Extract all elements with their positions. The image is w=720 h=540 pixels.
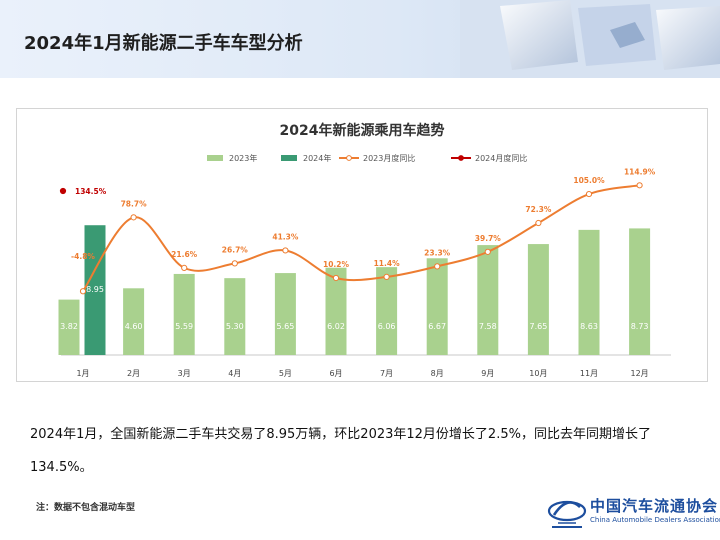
pct-label: 78.7% <box>121 199 148 208</box>
bar-2023 <box>224 278 246 355</box>
line-2023-yoy <box>82 184 640 292</box>
bar-2023 <box>578 229 600 355</box>
pct-label: 23.3% <box>424 248 451 257</box>
line-2023-point <box>484 248 491 255</box>
bar-2023 <box>629 228 651 355</box>
bar-2023 <box>477 245 499 355</box>
bar-2023 <box>527 244 549 355</box>
logo-name-cn: 中国汽车流通协会 <box>590 497 719 515</box>
line-2023-point <box>130 214 137 221</box>
line-2023-point <box>181 264 188 271</box>
legend-label: 2024月度同比 <box>475 153 527 163</box>
footnote: 注：数据不包含混动车型 <box>36 503 136 513</box>
bar-2023 <box>58 299 80 355</box>
bar-2024 <box>84 225 106 355</box>
x-tick-label: 3月 <box>178 369 191 378</box>
bar-value-label: 8.63 <box>580 322 598 331</box>
bar-2023 <box>426 258 448 355</box>
chart-title: 2024年新能源乘用车趋势 <box>280 122 445 139</box>
x-tick-label: 12月 <box>631 369 649 378</box>
bar-2023 <box>376 267 398 355</box>
x-tick-label: 9月 <box>481 369 494 378</box>
pct-label: -4.8% <box>71 252 95 261</box>
line-2023-point <box>332 274 340 282</box>
page-title: 2024年1月新能源二手车车型分析 <box>24 33 303 54</box>
summary-text: 2024年1月，全国新能源二手车共交易了8.95万辆，环比2023年12月份增长… <box>30 427 651 475</box>
pct-label: 11.4% <box>374 259 401 268</box>
legend-marker <box>346 155 352 161</box>
pct-label: 10.2% <box>323 260 350 269</box>
x-tick-label: 10月 <box>529 369 547 378</box>
bar-value-label: 5.59 <box>175 322 193 331</box>
line-2023-point <box>231 260 238 267</box>
line-2023-point <box>434 263 441 270</box>
chart-frame: 2024年新能源乘用车趋势 2023年 2024年 2023月度同比 2024月度同比 3… <box>16 108 708 382</box>
pct-label-2024: 134.5% <box>75 187 107 196</box>
pct-label: 26.7% <box>222 245 249 254</box>
x-tick-label: 8月 <box>431 369 444 378</box>
legend-swatch <box>281 155 297 161</box>
pct-label: 72.3% <box>525 205 552 214</box>
x-tick-label: 1月 <box>76 369 89 378</box>
bar-value-label: 4.60 <box>125 322 143 331</box>
bar-value-label: 8.73 <box>631 322 649 331</box>
bar-value-label: 6.06 <box>378 322 396 331</box>
legend-label: 2023年 <box>229 153 257 163</box>
trend-chart: 2024年新能源乘用车趋势 2023年 2024年 2023月度同比 2024月度同比 3… <box>58 122 671 378</box>
x-tick-label: 11月 <box>580 369 598 378</box>
pct-label: 39.7% <box>475 234 502 243</box>
bar-value-label: 7.58 <box>479 322 497 331</box>
x-tick-label: 4月 <box>228 369 241 378</box>
bar-2023 <box>173 273 195 355</box>
pct-label: 114.9% <box>624 167 656 176</box>
pct-label: 41.3% <box>272 232 299 241</box>
pct-label: 105.0% <box>573 176 605 185</box>
x-tick-label: 6月 <box>329 369 342 378</box>
bar-value-label: 7.65 <box>529 322 547 331</box>
header-banner: 2024年1月新能源二手车车型分析 <box>0 0 720 78</box>
bar-value-label: 8.95 <box>86 285 104 294</box>
legend-label: 2023月度同比 <box>363 153 415 163</box>
line-2023-point <box>282 247 289 254</box>
line-2023-point <box>383 273 390 281</box>
legend-swatch <box>207 155 223 161</box>
pct-label: 21.6% <box>171 250 198 259</box>
association-logo: 中国汽车流通协会 China Automobile Dealers Associ… <box>546 493 720 533</box>
line-2023-point <box>535 219 542 227</box>
bar-value-label: 5.65 <box>276 322 294 331</box>
line-2024-point <box>59 187 67 195</box>
legend-marker <box>458 155 464 161</box>
logo-emblem-icon <box>547 500 587 528</box>
bar-2023 <box>325 267 347 355</box>
line-2023-point <box>585 190 593 198</box>
x-tick-label: 2月 <box>127 369 140 378</box>
bar-value-label: 6.67 <box>428 322 446 331</box>
bar-2023 <box>274 273 296 355</box>
line-2023-point <box>636 182 643 189</box>
bar-value-label: 6.02 <box>327 322 345 331</box>
x-tick-label: 7月 <box>380 369 393 378</box>
line-2023-point <box>79 288 87 295</box>
bar-value-label: 3.82 <box>60 322 78 331</box>
x-tick-label: 5月 <box>279 369 292 378</box>
logo-name-en: China Automobile Dealers Association <box>590 516 720 524</box>
legend-label: 2024年 <box>303 153 331 163</box>
bar-value-label: 5.30 <box>226 322 244 331</box>
bar-2023 <box>123 288 145 355</box>
decorative-cubes <box>460 0 720 78</box>
